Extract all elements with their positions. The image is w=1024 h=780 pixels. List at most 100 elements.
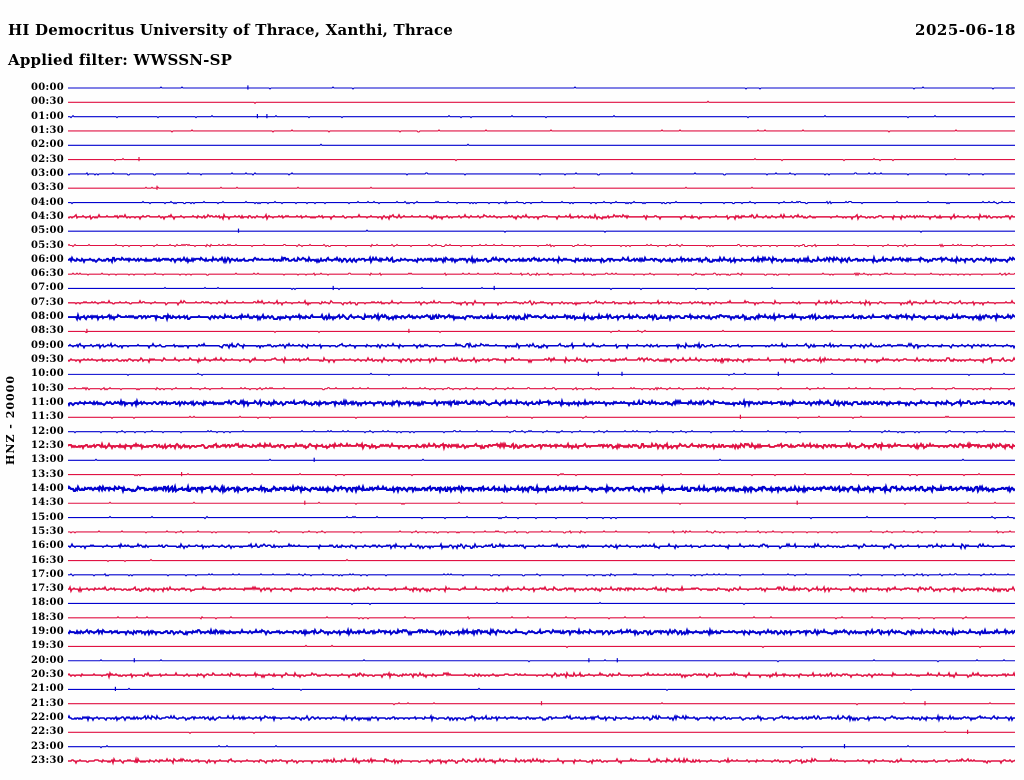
trace-row-00:30 [68, 100, 1015, 105]
time-label-03:00: 03:00 [30, 167, 64, 179]
trace-row-01:30 [68, 129, 1015, 133]
trace-row-08:00 [68, 311, 1015, 323]
time-label-00:30: 00:30 [30, 96, 64, 108]
trace-row-03:30 [68, 186, 1015, 189]
trace-row-01:00 [68, 114, 1015, 119]
trace-row-18:00 [68, 601, 1015, 606]
time-label-08:00: 08:00 [30, 311, 64, 323]
trace-row-20:30 [68, 670, 1015, 680]
trace-row-09:00 [68, 341, 1015, 351]
trace-row-02:00 [68, 143, 1015, 146]
time-label-04:00: 04:00 [30, 196, 64, 208]
trace-row-19:00 [68, 626, 1015, 638]
time-label-10:30: 10:30 [30, 382, 64, 394]
time-label-18:00: 18:00 [30, 597, 64, 609]
time-label-02:00: 02:00 [30, 139, 64, 151]
trace-row-15:30 [68, 529, 1015, 534]
time-label-00:00: 00:00 [30, 82, 64, 93]
time-label-16:30: 16:30 [30, 554, 64, 566]
trace-row-23:00 [68, 744, 1015, 749]
trace-row-13:30 [68, 472, 1015, 477]
trace-row-04:00 [68, 200, 1015, 205]
time-label-15:30: 15:30 [30, 525, 64, 537]
date-label: 2025-06-18 [915, 21, 1016, 39]
trace-row-12:30 [68, 440, 1015, 452]
time-label-23:00: 23:00 [30, 740, 64, 752]
time-label-11:00: 11:00 [30, 397, 64, 409]
time-label-02:30: 02:30 [30, 153, 64, 165]
time-label-01:00: 01:00 [30, 110, 64, 122]
time-label-01:30: 01:30 [30, 124, 64, 136]
time-label-10:00: 10:00 [30, 368, 64, 380]
trace-row-20:00 [68, 658, 1015, 663]
trace-row-22:30 [68, 730, 1015, 735]
trace-row-17:00 [68, 572, 1015, 577]
time-label-08:30: 08:30 [30, 325, 64, 337]
time-label-06:30: 06:30 [30, 268, 64, 280]
time-label-05:00: 05:00 [30, 225, 64, 237]
trace-row-22:00 [68, 713, 1015, 723]
time-label-22:00: 22:00 [30, 712, 64, 724]
trace-row-07:00 [68, 286, 1015, 291]
trace-row-11:00 [68, 397, 1015, 409]
trace-row-12:00 [68, 429, 1015, 434]
time-label-22:30: 22:30 [30, 726, 64, 738]
trace-row-05:00 [68, 229, 1015, 233]
trace-row-19:30 [68, 644, 1015, 649]
trace-row-00:00 [68, 86, 1015, 90]
trace-row-02:30 [68, 157, 1015, 162]
time-label-16:00: 16:00 [30, 540, 64, 552]
trace-row-06:30 [68, 271, 1015, 277]
trace-row-04:30 [68, 212, 1015, 222]
trace-row-03:00 [68, 171, 1015, 176]
trace-row-21:00 [68, 687, 1015, 692]
time-label-14:00: 14:00 [30, 482, 64, 494]
time-label-20:30: 20:30 [30, 669, 64, 681]
time-label-11:30: 11:30 [30, 411, 64, 423]
seismogram-trace-canvas [68, 85, 1015, 766]
time-label-15:00: 15:00 [30, 511, 64, 523]
time-label-09:00: 09:00 [30, 339, 64, 351]
trace-row-10:00 [68, 372, 1015, 377]
time-label-09:30: 09:30 [30, 354, 64, 366]
trace-row-06:00 [68, 254, 1015, 265]
trace-row-18:30 [68, 615, 1015, 620]
trace-row-10:30 [68, 386, 1015, 391]
time-label-20:00: 20:00 [30, 654, 64, 666]
time-label-21:30: 21:30 [30, 697, 64, 709]
trace-row-16:30 [68, 558, 1015, 563]
trace-row-23:30 [68, 756, 1015, 766]
time-label-19:30: 19:30 [30, 640, 64, 652]
time-axis-labels: 00:00 00:30 01:00 01:30 02:00 02:30 03:00 03:30… [0, 0, 68, 780]
trace-row-15:00 [68, 515, 1015, 520]
trace-row-13:00 [68, 458, 1015, 461]
time-label-07:30: 07:30 [30, 296, 64, 308]
time-label-05:30: 05:30 [30, 239, 64, 251]
time-label-13:00: 13:00 [30, 454, 64, 466]
time-label-07:00: 07:00 [30, 282, 64, 294]
time-label-13:30: 13:30 [30, 468, 64, 480]
time-label-19:00: 19:00 [30, 626, 64, 638]
trace-row-11:30 [68, 415, 1015, 420]
time-label-23:30: 23:30 [30, 754, 64, 766]
trace-row-16:00 [68, 542, 1015, 551]
applied-filter-label: Applied filter: WWSSN-SP [8, 51, 233, 69]
time-label-18:30: 18:30 [30, 611, 64, 623]
time-label-17:00: 17:00 [30, 568, 64, 580]
page-title: HI Democritus University of Thrace, Xant… [8, 21, 454, 39]
trace-row-17:30 [68, 584, 1015, 594]
trace-row-07:30 [68, 298, 1015, 307]
time-label-12:30: 12:30 [30, 439, 64, 451]
time-label-03:30: 03:30 [30, 182, 64, 194]
time-label-14:30: 14:30 [30, 497, 64, 509]
time-label-17:30: 17:30 [30, 583, 64, 595]
time-label-04:30: 04:30 [30, 210, 64, 222]
time-label-12:00: 12:00 [30, 425, 64, 437]
trace-row-14:30 [68, 501, 1015, 506]
trace-row-14:00 [68, 482, 1015, 495]
trace-row-08:30 [68, 329, 1015, 334]
trace-row-09:30 [68, 355, 1015, 365]
trace-row-05:30 [68, 243, 1015, 248]
time-label-06:00: 06:00 [30, 253, 64, 265]
